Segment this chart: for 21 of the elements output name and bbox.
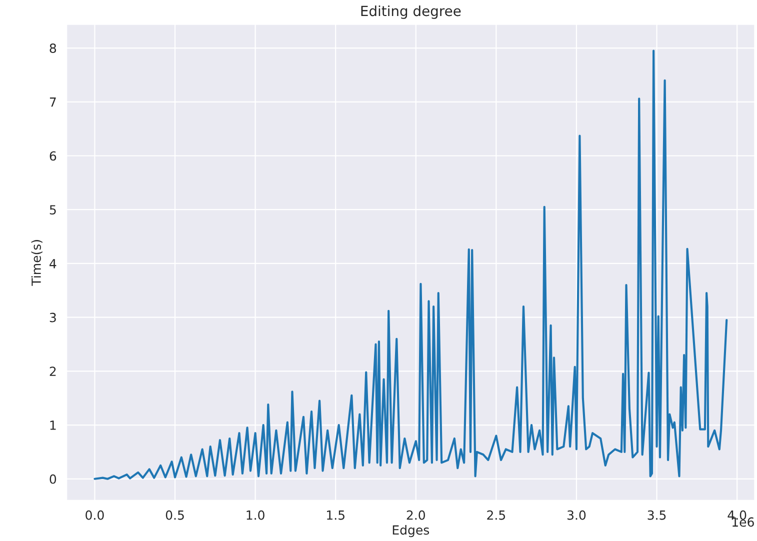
- chart-title: Editing degree: [361, 5, 461, 19]
- x-tick-label: 3.5: [648, 510, 666, 520]
- y-tick-label: 2: [50, 366, 56, 376]
- x-axis-title: Edges: [392, 525, 430, 538]
- y-tick-label: 3: [50, 312, 56, 322]
- y-tick-label: 4: [50, 259, 56, 268]
- y-tick-label: 6: [50, 151, 56, 161]
- x-tick-label: 0.5: [166, 510, 184, 520]
- x-tick-label: 2.0: [406, 510, 425, 520]
- x-tick-label: 1.0: [246, 510, 264, 520]
- y-tick-label: 8: [50, 44, 56, 53]
- y-tick-label: 7: [50, 98, 56, 107]
- y-tick-label: 1: [50, 420, 56, 430]
- y-tick-label: 0: [50, 474, 56, 484]
- x-tick-label: 0.0: [86, 510, 104, 520]
- y-tick-label: 5: [50, 205, 56, 215]
- line-series: [94, 50, 728, 480]
- x-tick-label: 1.5: [327, 510, 344, 520]
- y-axis-title: Time(s): [31, 240, 42, 286]
- x-tick-label: 3.0: [567, 510, 586, 520]
- x-tick-label: 2.5: [487, 510, 506, 520]
